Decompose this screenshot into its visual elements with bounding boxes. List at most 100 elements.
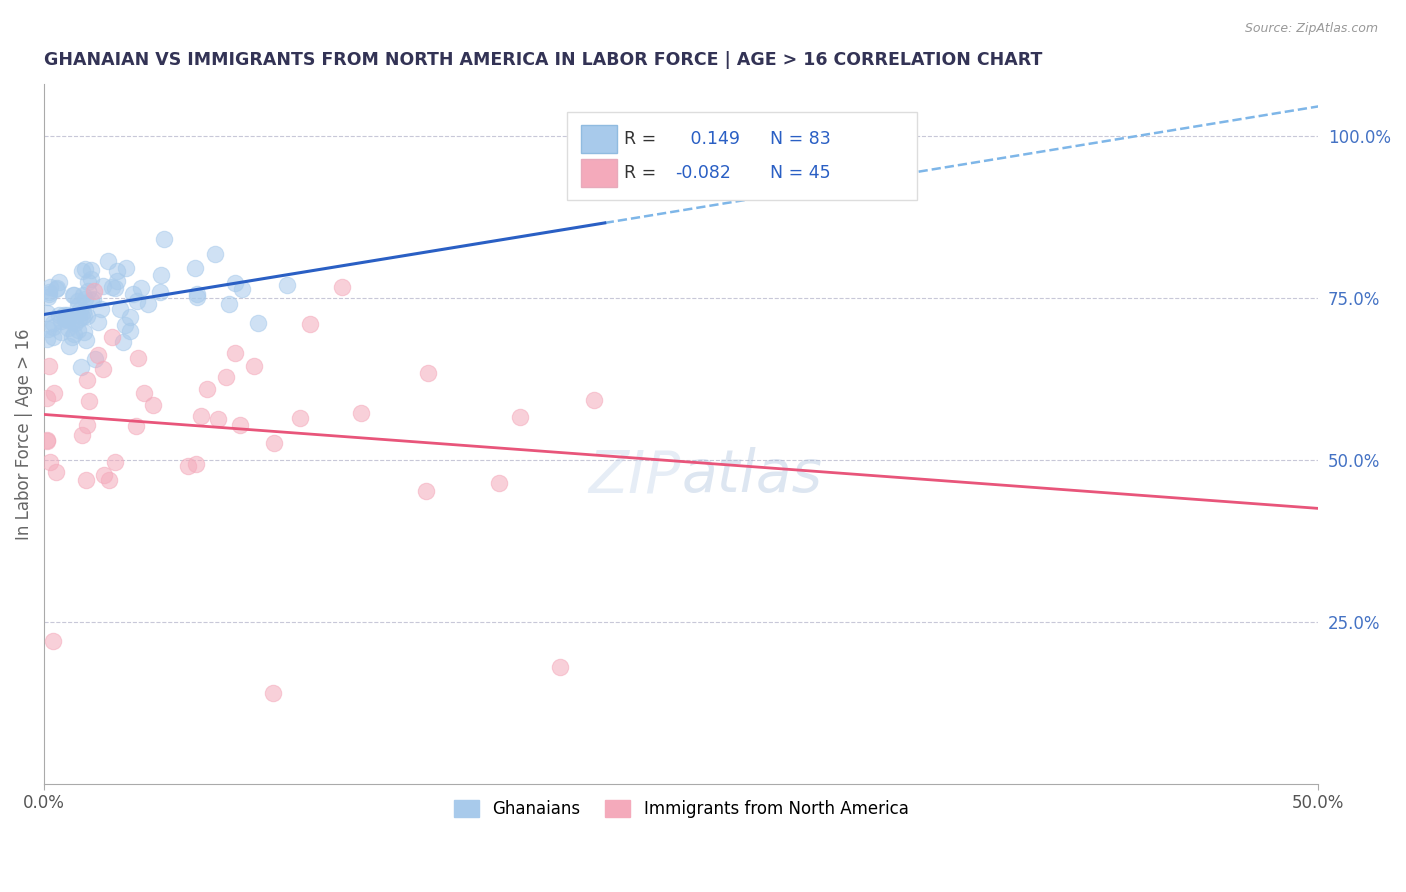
Point <box>77 275 100 289</box>
Point <box>262 686 284 700</box>
Point <box>97 253 120 268</box>
Point <box>184 260 207 275</box>
Point <box>186 290 208 304</box>
Point <box>98 473 121 487</box>
Point <box>115 261 138 276</box>
Point <box>39 279 62 293</box>
Point <box>243 359 266 373</box>
Point <box>197 383 219 397</box>
Point <box>53 308 76 322</box>
Point <box>70 263 93 277</box>
FancyBboxPatch shape <box>567 112 917 200</box>
Point <box>298 318 321 332</box>
Point <box>55 312 77 326</box>
Point <box>76 333 98 347</box>
Point <box>80 263 103 277</box>
Point <box>415 483 437 498</box>
Point <box>35 306 58 320</box>
Point <box>80 293 103 307</box>
Point <box>114 318 136 333</box>
Point <box>67 311 90 326</box>
Point <box>45 280 67 294</box>
Point <box>77 284 100 298</box>
Point <box>67 299 90 313</box>
Point <box>44 386 66 401</box>
Point <box>35 433 58 447</box>
Point <box>35 434 58 448</box>
Text: -0.082: -0.082 <box>675 164 731 182</box>
Point <box>60 330 83 344</box>
Point <box>35 391 58 405</box>
Point <box>56 309 79 323</box>
Point <box>42 330 65 344</box>
Point <box>224 346 246 360</box>
Point <box>91 279 114 293</box>
Point <box>69 302 91 317</box>
Point <box>37 291 59 305</box>
Point <box>129 281 152 295</box>
Point <box>56 308 79 322</box>
Point <box>184 457 207 471</box>
Point <box>80 272 103 286</box>
Point <box>70 359 93 374</box>
Point <box>136 297 159 311</box>
Point <box>87 315 110 329</box>
Point <box>83 284 105 298</box>
Point <box>42 316 65 330</box>
Point <box>150 268 173 282</box>
Point <box>125 419 148 434</box>
Point <box>290 411 312 425</box>
Point <box>509 410 531 425</box>
Point <box>101 329 124 343</box>
Point <box>488 475 510 490</box>
Text: N = 45: N = 45 <box>770 164 831 182</box>
Point <box>127 351 149 366</box>
Point <box>48 275 70 289</box>
Point <box>153 232 176 246</box>
Point <box>186 286 208 301</box>
Point <box>76 373 98 387</box>
Point <box>91 362 114 376</box>
Point <box>62 326 84 341</box>
Point <box>231 282 253 296</box>
Point <box>229 417 252 432</box>
Point <box>73 309 96 323</box>
Point <box>35 332 58 346</box>
Point <box>90 301 112 316</box>
Text: R =: R = <box>624 164 657 182</box>
Point <box>349 407 371 421</box>
Point <box>76 417 98 432</box>
Point <box>56 311 79 326</box>
Point <box>75 292 97 306</box>
Point <box>38 455 60 469</box>
Point <box>177 458 200 473</box>
FancyBboxPatch shape <box>581 126 617 153</box>
Text: R =: R = <box>624 129 657 148</box>
Text: atlas: atlas <box>681 448 823 504</box>
Point <box>82 292 104 306</box>
Point <box>51 314 73 328</box>
Point <box>63 316 86 330</box>
Point <box>105 264 128 278</box>
Point <box>149 285 172 299</box>
Point <box>49 325 72 339</box>
Point <box>132 386 155 401</box>
Text: Source: ZipAtlas.com: Source: ZipAtlas.com <box>1244 22 1378 36</box>
Point <box>70 428 93 442</box>
Point <box>45 465 67 479</box>
Text: GHANAIAN VS IMMIGRANTS FROM NORTH AMERICA IN LABOR FORCE | AGE > 16 CORRELATION : GHANAIAN VS IMMIGRANTS FROM NORTH AMERIC… <box>44 51 1042 69</box>
Point <box>207 411 229 425</box>
Point <box>111 335 134 350</box>
Point <box>73 325 96 339</box>
Point <box>67 293 90 308</box>
Point <box>263 436 285 450</box>
Point <box>42 634 65 648</box>
Point <box>105 274 128 288</box>
Point <box>416 366 439 380</box>
Point <box>330 280 353 294</box>
Point <box>218 296 240 310</box>
Text: N = 83: N = 83 <box>770 129 831 148</box>
Point <box>108 301 131 316</box>
Point <box>59 314 82 328</box>
Point <box>276 277 298 292</box>
